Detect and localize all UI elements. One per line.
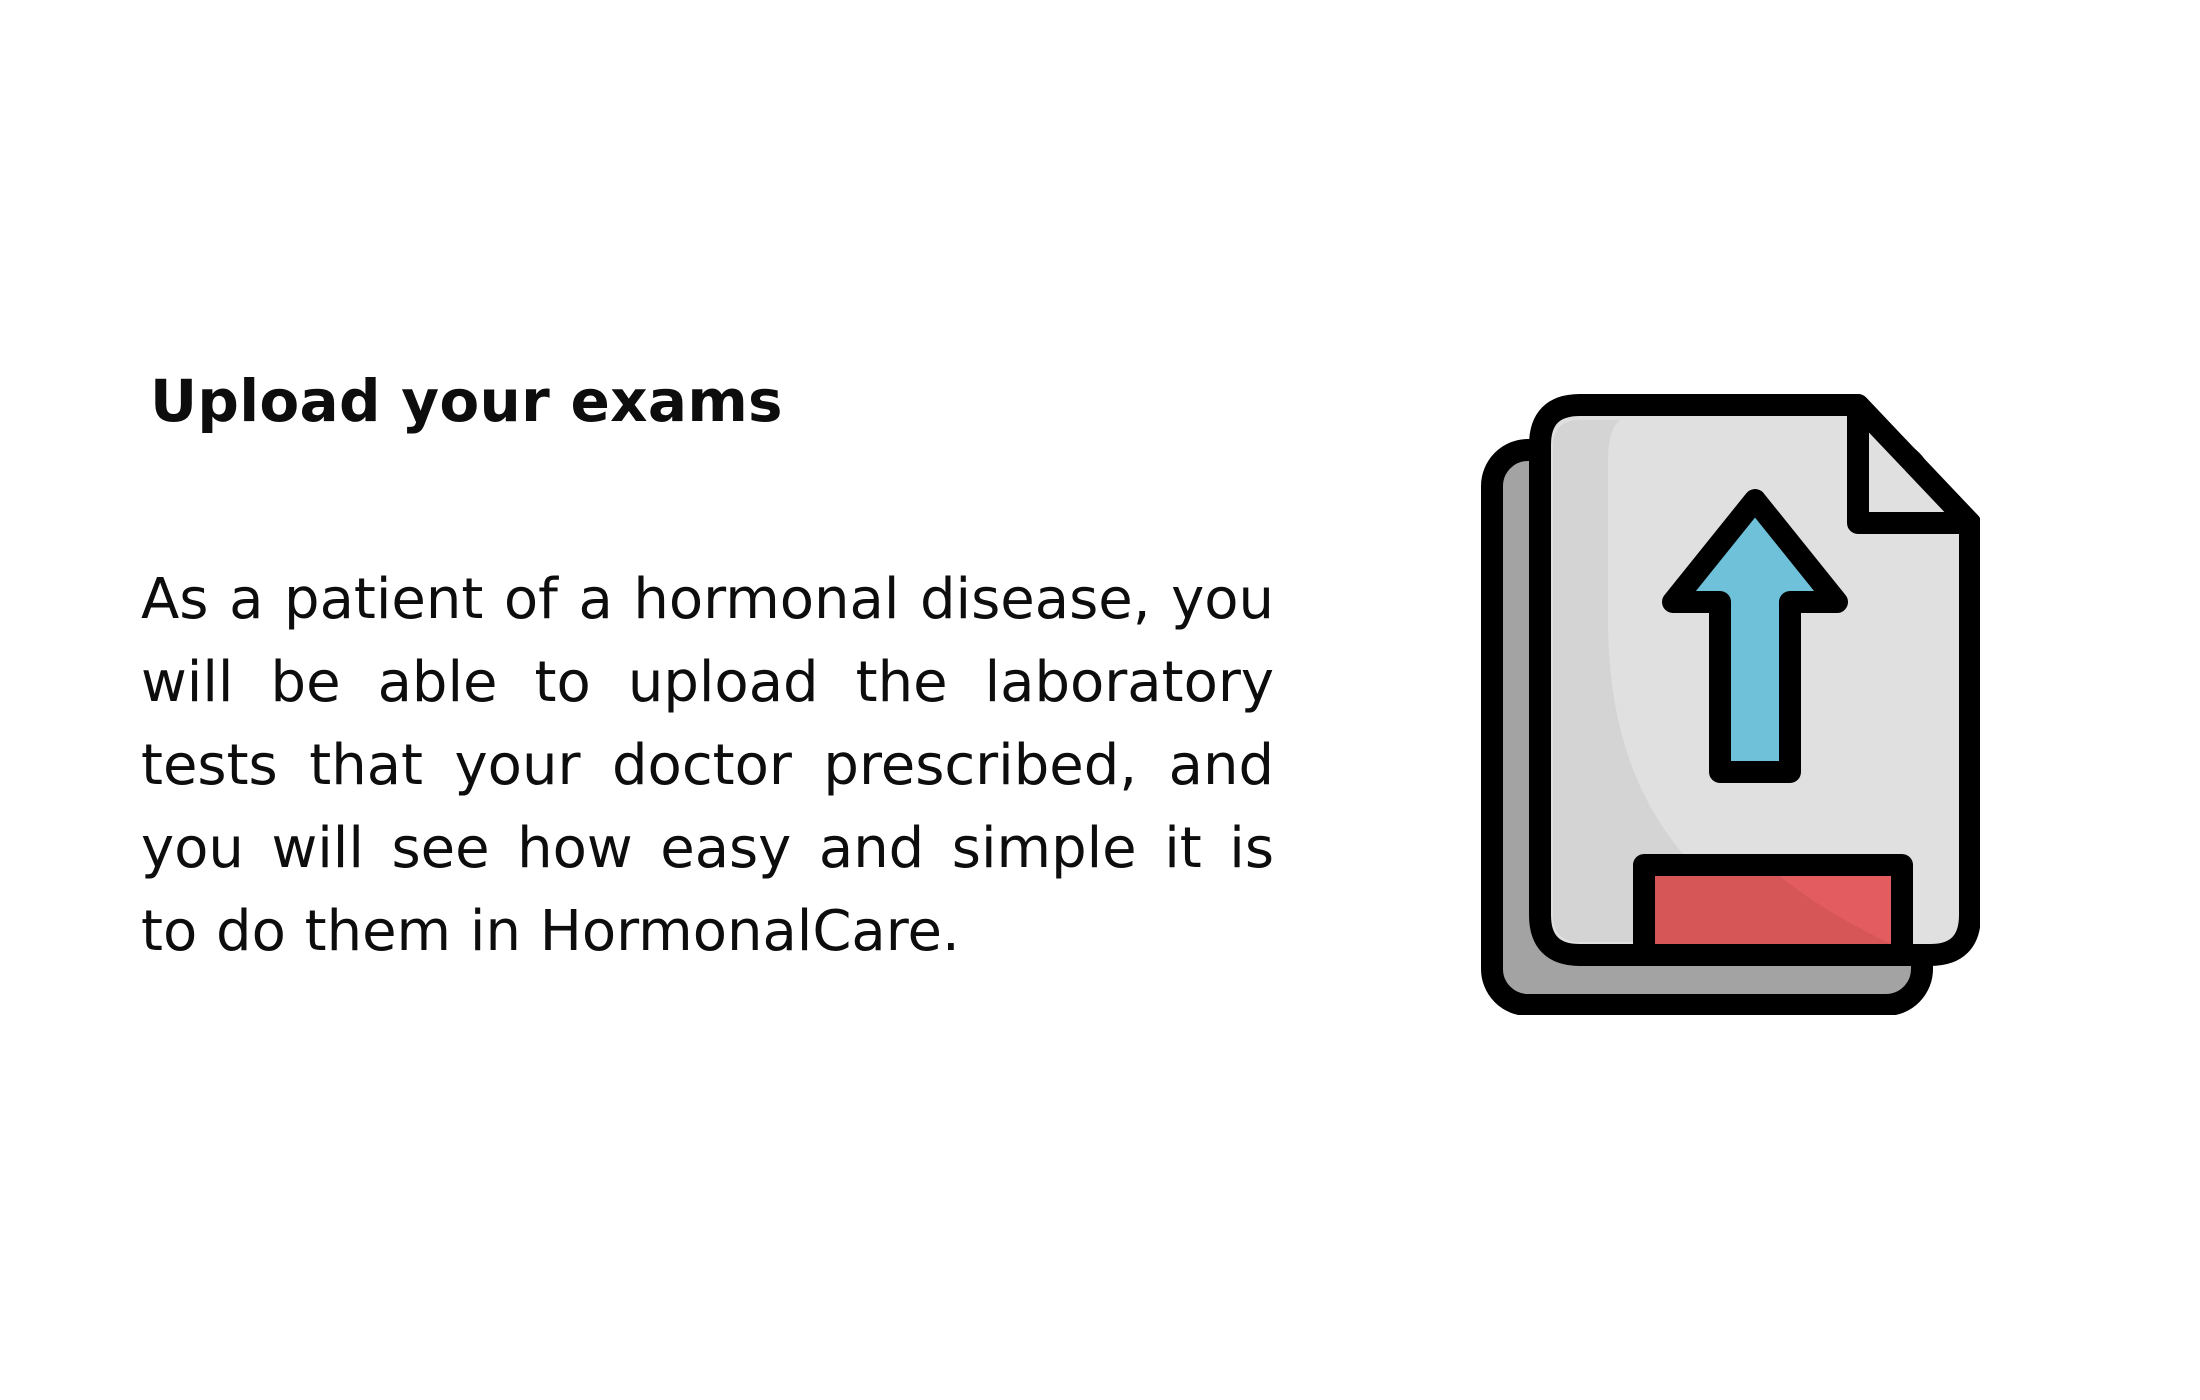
folded-corner-shape	[1847, 394, 1980, 534]
upload-document-icon	[1480, 390, 1980, 1015]
upload-arrow-shape	[1662, 489, 1848, 783]
slide-title: Upload your exams	[150, 367, 783, 435]
progress-bar-shade-shape	[1655, 876, 1891, 944]
slide-description: As a patient of a hormonal disease, you …	[141, 567, 1274, 964]
page-shade-shape	[1553, 420, 1810, 942]
